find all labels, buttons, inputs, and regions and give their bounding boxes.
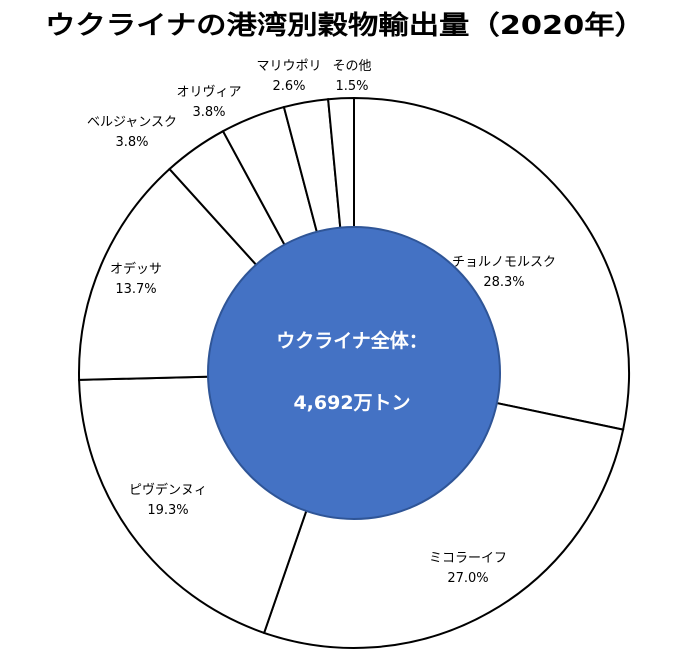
slice-name-label: その他: [332, 59, 371, 74]
center-total-label: ウクライナ全体：: [276, 329, 428, 352]
center-circle: [207, 226, 501, 520]
slice-percent-label: 1.5%: [335, 79, 368, 94]
slice-percent-label: 13.7%: [115, 282, 156, 297]
slice-percent-label: 19.3%: [147, 503, 188, 518]
chart-title: ウクライナの港湾別穀物輸出量（2020年）: [45, 10, 645, 41]
slice-name-label: チョルノモルスク: [452, 255, 556, 270]
slice-name-label: マリウポリ: [256, 59, 321, 74]
slice-name-label: ミコラーイフ: [429, 551, 507, 566]
slice-percent-label: 2.6%: [272, 79, 305, 94]
slice-labels: チョルノモルスク 28.3% ミコラーイフ 27.0% ピヴデンヌィ 19.3% オデッサ 1…: [87, 59, 556, 586]
slice-name-label: オデッサ: [110, 261, 162, 277]
slice-name-label: オリヴィア: [176, 84, 241, 100]
slice-percent-label: 3.8%: [115, 135, 148, 150]
slice-percent-label: 3.8%: [192, 105, 225, 120]
slice-percent-label: 27.0%: [447, 571, 488, 586]
slice-name-label: ベルジャンスク: [87, 115, 177, 130]
slice-percent-label: 28.3%: [483, 275, 524, 290]
center-total-value: 4,692万トン: [293, 392, 410, 414]
slice-name-label: ピヴデンヌィ: [129, 482, 207, 498]
